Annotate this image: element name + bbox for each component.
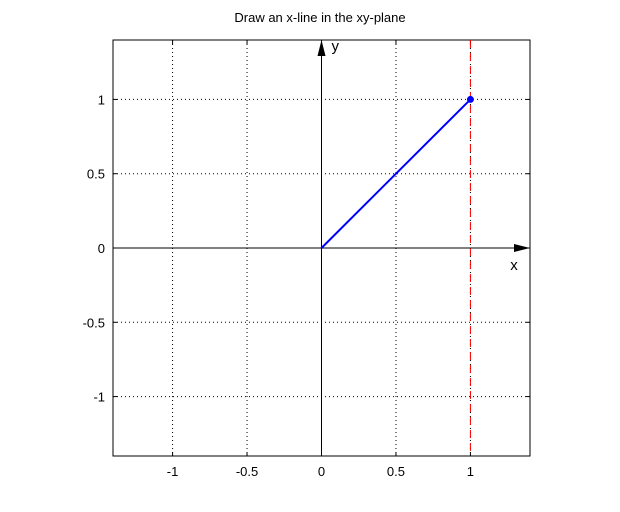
x-tick-labels: -1 -0.5 0 0.5 1 (167, 464, 474, 479)
center-axes (113, 40, 530, 456)
y-tick-label: -0.5 (83, 315, 105, 330)
vector-line (320, 98, 472, 249)
y-tick-label: 1 (98, 92, 105, 107)
chart-title: Draw an x-line in the xy-plane (234, 10, 405, 25)
vector-endpoint-marker (466, 95, 474, 103)
x-tick-label: -1 (167, 464, 179, 479)
x-tick-label: 0 (318, 464, 325, 479)
x-tick-label: 0.5 (387, 464, 405, 479)
y-tick-label: 0.5 (87, 167, 105, 182)
x-axis-arrowhead (514, 244, 530, 252)
x-tick-label: -0.5 (236, 464, 258, 479)
x-tick-label: 1 (467, 464, 474, 479)
y-tick-label: 0 (98, 241, 105, 256)
y-axis-arrowhead (317, 40, 326, 56)
y-tick-labels: -1 -0.5 0 0.5 1 (83, 92, 105, 404)
data-series (320, 95, 474, 249)
y-axis-label: y (332, 38, 340, 55)
y-tick-label: -1 (93, 390, 105, 405)
x-axis-label: x (510, 257, 518, 274)
